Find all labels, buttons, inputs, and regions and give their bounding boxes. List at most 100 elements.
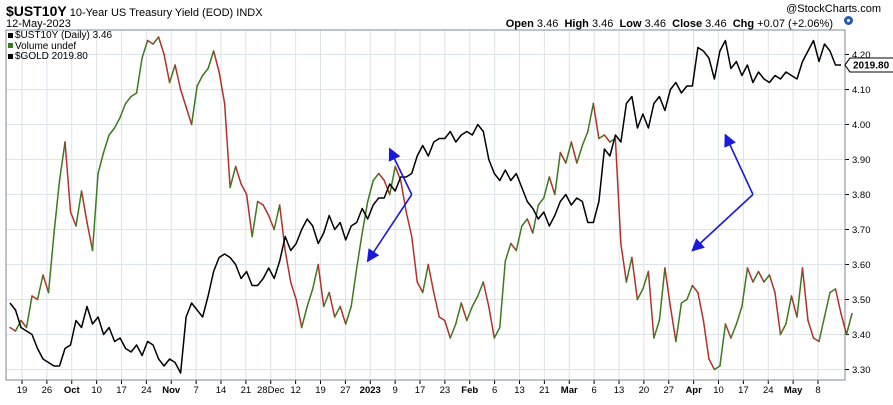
x-tick-label: 26 bbox=[42, 385, 53, 396]
gold-line-segment bbox=[185, 106, 193, 126]
x-tick-label: 13 bbox=[614, 385, 625, 396]
x-tick-label: 17 bbox=[116, 385, 127, 396]
gold-current-tag-label: 2019.80 bbox=[853, 61, 890, 72]
gold-line-segment bbox=[47, 232, 55, 294]
x-tick-label: 23 bbox=[440, 385, 451, 396]
gold-line-segment bbox=[713, 365, 721, 371]
gold-line-segment bbox=[779, 323, 787, 336]
gold-line-segment bbox=[823, 291, 831, 318]
legend-swatch bbox=[8, 53, 13, 59]
x-tick-label: 6 bbox=[492, 385, 497, 396]
symbol-label: $UST10Y bbox=[6, 3, 67, 19]
gold-line-segment bbox=[223, 102, 231, 189]
gold-line-segment bbox=[829, 288, 837, 294]
symbol-name: 10-Year US Treasury Yield (EOD) bbox=[69, 7, 234, 19]
x-tick-label: 24 bbox=[763, 385, 774, 396]
gold-line-segment bbox=[658, 267, 666, 322]
gold-line-segment bbox=[768, 274, 776, 294]
x-tick-label: 6 bbox=[591, 385, 596, 396]
gold-line-segment bbox=[75, 190, 83, 227]
gold-line-segment bbox=[91, 172, 99, 252]
gold-line-segment bbox=[471, 295, 479, 308]
gold-line-segment bbox=[504, 242, 512, 262]
gear-icon[interactable] bbox=[844, 16, 853, 25]
gold-line-segment bbox=[482, 281, 490, 308]
gold-line-segment bbox=[801, 267, 809, 322]
gold-line-segment bbox=[433, 291, 441, 318]
gold-line-segment bbox=[548, 176, 556, 196]
gold-line-segment bbox=[427, 263, 435, 294]
gold-line-segment bbox=[405, 211, 413, 238]
gold-line-segment bbox=[135, 57, 143, 94]
gold-line-segment bbox=[614, 137, 622, 245]
gold-line-segment bbox=[273, 204, 281, 231]
legend-label: $GOLD 2019.80 bbox=[15, 51, 88, 62]
legend-swatch bbox=[8, 43, 13, 49]
gold-line-segment bbox=[31, 295, 39, 301]
x-tick-label: 10 bbox=[713, 385, 724, 396]
x-tick-label: 21 bbox=[241, 385, 252, 396]
gold-line-segment bbox=[130, 92, 138, 98]
gold-line-segment bbox=[675, 302, 683, 343]
gold-line-segment bbox=[812, 337, 820, 343]
legend-swatch bbox=[8, 32, 13, 38]
gold-line-segment bbox=[262, 204, 270, 217]
gold-line-segment bbox=[64, 141, 72, 213]
gold-line-segment bbox=[834, 288, 842, 315]
y-tick-label: 3.50 bbox=[852, 295, 871, 306]
open-label: Open bbox=[505, 18, 534, 30]
gold-line-segment bbox=[289, 281, 297, 301]
gold-line-segment bbox=[333, 305, 341, 318]
high-value: 3.46 bbox=[591, 18, 614, 30]
gold-line-segment bbox=[477, 281, 485, 297]
gold-line-segment bbox=[554, 151, 562, 196]
y-tick-label: 4.20 bbox=[852, 50, 871, 61]
gold-line-segment bbox=[488, 305, 496, 339]
gold-line-segment bbox=[36, 274, 44, 301]
gold-line-segment bbox=[350, 267, 358, 308]
gold-line-segment bbox=[113, 116, 121, 129]
gold-line-segment bbox=[300, 305, 308, 329]
gold-line-segment bbox=[647, 270, 655, 339]
gold-line-segment bbox=[702, 319, 710, 360]
y-tick-label: 4.10 bbox=[852, 85, 871, 96]
gold-line-segment bbox=[69, 211, 77, 227]
gold-line-segment bbox=[317, 263, 325, 308]
gold-line-segment bbox=[774, 291, 782, 336]
annotation-arrow bbox=[691, 193, 754, 252]
gold-line-segment bbox=[25, 295, 33, 329]
gold-line-segment bbox=[493, 326, 501, 339]
gold-line-segment bbox=[322, 291, 330, 308]
gold-line-segment bbox=[603, 134, 611, 143]
x-tick-label: 19 bbox=[315, 385, 326, 396]
chart-date: 12-May-2023 bbox=[6, 18, 71, 30]
gold-line-segment bbox=[697, 291, 705, 322]
gold-line-segment bbox=[421, 263, 430, 294]
x-tick-label: 19 bbox=[17, 385, 28, 396]
x-tick-label: Apr bbox=[685, 385, 702, 396]
gold-line-segment bbox=[80, 190, 88, 224]
gold-line-segment bbox=[570, 141, 578, 164]
gold-line-segment bbox=[399, 179, 407, 213]
gold-line-segment bbox=[664, 267, 672, 308]
gold-line-segment bbox=[521, 218, 529, 227]
x-tick-label: 13 bbox=[514, 385, 525, 396]
gold-line-segment bbox=[724, 323, 732, 339]
x-tick-label: Feb bbox=[461, 385, 478, 396]
gold-line-segment bbox=[234, 165, 242, 185]
gold-line-segment bbox=[388, 165, 396, 196]
gold-line-segment bbox=[361, 200, 369, 234]
gold-line-segment bbox=[460, 302, 468, 322]
chart-header-title: $UST10Y 10-Year US Treasury Yield (EOD) … bbox=[6, 3, 263, 19]
gold-line-segment bbox=[763, 274, 771, 283]
gold-line-segment bbox=[636, 288, 644, 301]
x-tick-label: 2023 bbox=[360, 385, 381, 396]
gold-line-segment bbox=[9, 326, 17, 332]
gold-line-segment bbox=[686, 284, 694, 301]
gold-line-segment bbox=[229, 165, 237, 189]
gold-line-segment bbox=[168, 64, 176, 84]
gold-line-segment bbox=[537, 197, 545, 206]
gold-line-segment bbox=[526, 218, 534, 234]
gold-line-segment bbox=[845, 312, 853, 336]
gold-line-segment bbox=[383, 179, 391, 196]
